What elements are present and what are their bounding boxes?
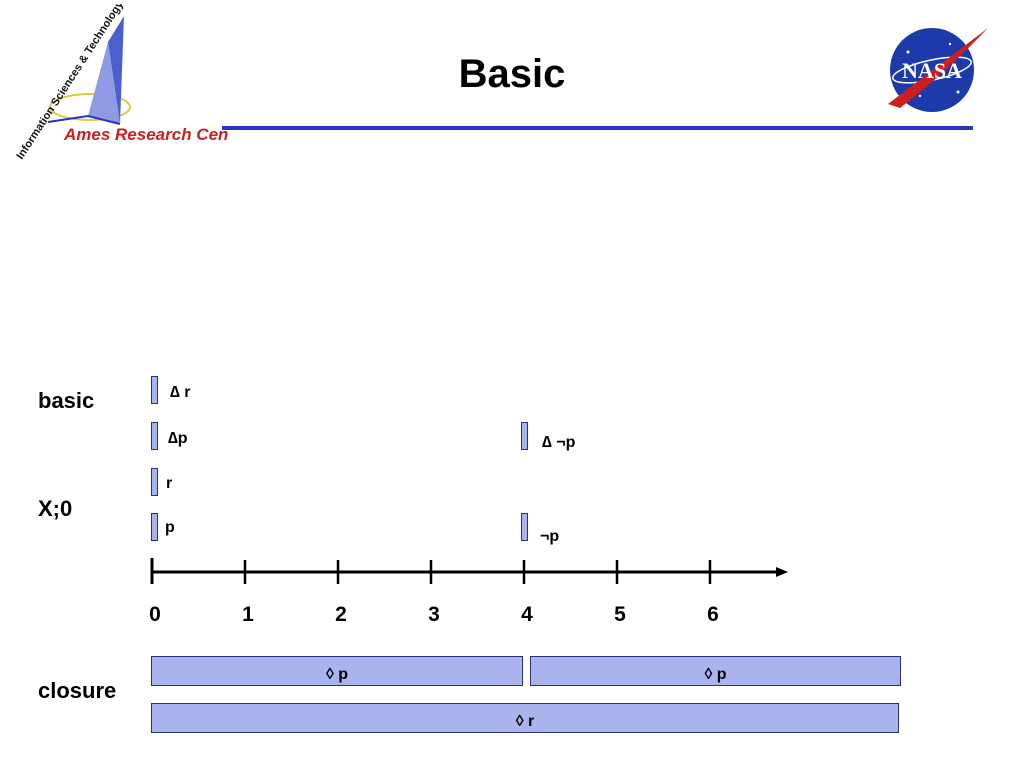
timeline-tick-label-1: 1 [242, 603, 254, 626]
timeline-tick-label-2: 2 [335, 603, 347, 626]
event-label-delta-not-p: ∆ ¬p [542, 434, 576, 451]
closure-bar-label: ◊ p [704, 666, 727, 683]
timeline-tick-label-6: 6 [707, 603, 719, 626]
row-label-x0: X;0 [38, 496, 73, 521]
event-label-r: r [166, 475, 173, 492]
event-marker-delta-p [151, 422, 158, 450]
timeline-arrowhead [776, 567, 788, 577]
ames-logo-text: Ames Research Center [63, 125, 228, 144]
header-divider [222, 126, 973, 130]
row-label-closure: closure [38, 678, 117, 703]
timeline-tick-label-4: 4 [521, 603, 533, 626]
event-marker-r [151, 468, 158, 496]
timeline-tick-label-0: 0 [149, 603, 161, 626]
nasa-logo: NASA [888, 28, 988, 112]
event-marker-delta-not-p [521, 422, 528, 450]
row-label-basic: basic [38, 388, 95, 413]
closure-bar-eventually-r: ◊ r [151, 703, 899, 733]
closure-bar-label: ◊ p [325, 666, 349, 683]
ames-research-center-logo: Information Sciences & Technology Ames R… [14, 4, 228, 162]
closure-bar-label: ◊ r [515, 713, 535, 730]
timeline-tick-label-3: 3 [428, 603, 440, 626]
event-label-delta-r: ∆ r [170, 384, 191, 401]
event-marker-not-p [521, 513, 528, 541]
page-title: Basic [458, 52, 566, 96]
event-label-p: p [165, 519, 175, 536]
closure-bar-eventually-p-2: ◊ p [530, 656, 901, 686]
closure-bar-eventually-p-1: ◊ p [151, 656, 523, 686]
timeline-tick-label-5: 5 [614, 603, 626, 626]
event-marker-delta-r [151, 376, 158, 404]
event-marker-p [151, 513, 158, 541]
event-label-delta-p: ∆p [168, 430, 188, 447]
timeline-axis: 0 1 2 3 4 5 6 [149, 558, 788, 626]
event-label-not-p: ¬p [540, 528, 560, 545]
nasa-logo-text: NASA [902, 58, 962, 83]
